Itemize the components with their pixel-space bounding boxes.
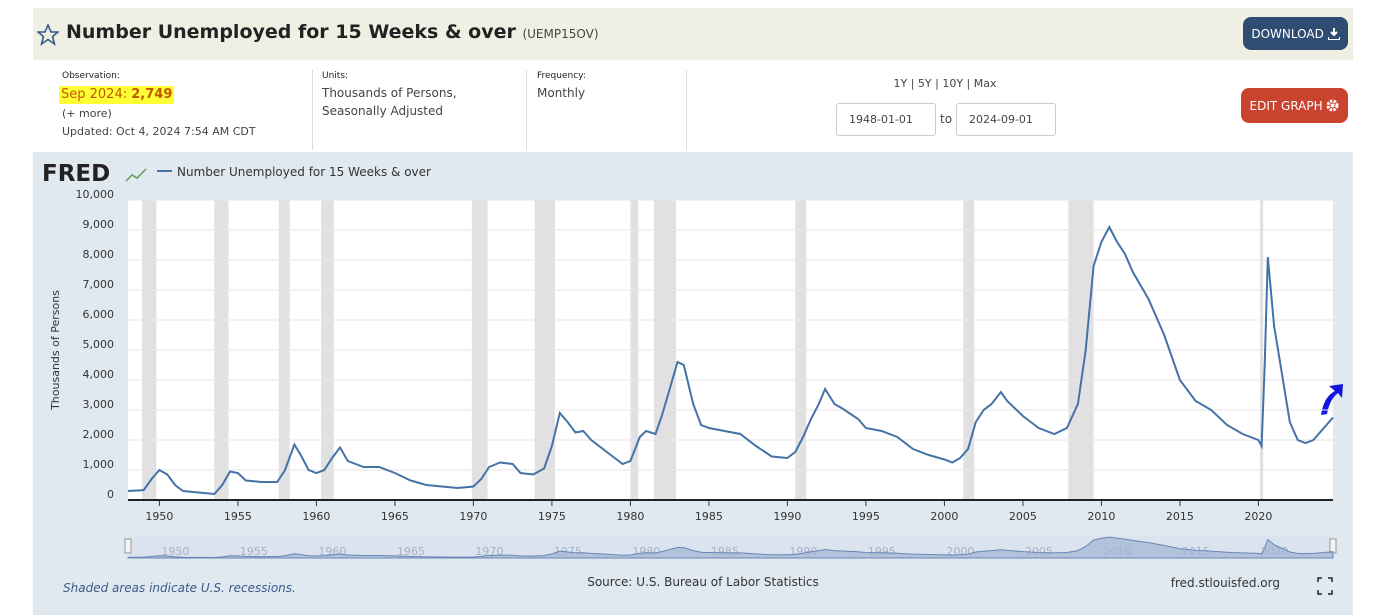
y-tick-label: 2,000 (83, 428, 115, 441)
to-label: to (940, 112, 953, 126)
x-tick-label: 2000 (930, 510, 958, 523)
recession-note: Shaded areas indicate U.S. recessions. (63, 581, 296, 595)
more-link[interactable]: (+ more) (62, 107, 112, 120)
units-label: Units: (322, 71, 349, 81)
divider (312, 70, 313, 150)
download-text: DOWNLOAD (1251, 26, 1324, 41)
drawn-arrow (1321, 384, 1343, 415)
divider (526, 70, 527, 150)
frequency: Monthly (537, 86, 586, 100)
y-tick-label: 7,000 (83, 278, 115, 291)
x-tick-label: 2005 (1009, 510, 1037, 523)
y-tick-label: 10,000 (76, 188, 115, 201)
range-links[interactable]: 1Y | 5Y | 10Y | Max (893, 77, 997, 90)
x-tick-label: 1990 (773, 510, 801, 523)
y-tick-label: 8,000 (83, 248, 115, 261)
y-tick-label: 4,000 (83, 368, 115, 381)
x-tick-label: 1975 (538, 510, 566, 523)
navigator-label: 1965 (397, 545, 425, 558)
observation: Sep 2024: 2,749 (59, 86, 175, 104)
observation-date: Sep 2024: (61, 87, 128, 102)
download-icon (1327, 27, 1340, 40)
y-axis-label: Thousands of Persons (49, 290, 62, 411)
units-line: Thousands of Persons, (322, 86, 457, 100)
edit-graph-button[interactable]: EDIT GRAPH (1241, 88, 1348, 123)
observation-label: Observation: (62, 71, 120, 81)
end-date[interactable]: 2024-09-01 (956, 103, 1056, 136)
x-tick-label: 1955 (224, 510, 252, 523)
site: fred.stlouisfed.org (1171, 576, 1280, 590)
gear-icon (1326, 99, 1339, 112)
series-id: (UEMP15OV) (522, 27, 599, 41)
x-tick-label: 1985 (695, 510, 723, 523)
legend-label: Number Unemployed for 15 Weeks & over (177, 165, 431, 179)
navigator-area (127, 536, 1334, 559)
x-tick-label: 2015 (1166, 510, 1194, 523)
y-tick-label: 9,000 (83, 218, 115, 231)
fred-logo: FRED (42, 161, 110, 187)
series-title: Number Unemployed for 15 Weeks & over (U… (66, 21, 599, 43)
y-tick-label: 3,000 (83, 398, 115, 411)
logo-icon (125, 168, 147, 182)
source: Source: U.S. Bureau of Labor Statistics (587, 575, 819, 589)
title-text: Number Unemployed for 15 Weeks & over (66, 21, 516, 43)
x-tick-label: 1995 (852, 510, 880, 523)
units: Thousands of Persons, Seasonally Adjusted (322, 84, 457, 120)
navigator-label: 1950 (161, 545, 189, 558)
y-tick-label: 5,000 (83, 338, 115, 351)
fullscreen-icon[interactable] (1317, 577, 1333, 595)
x-tick-label: 1980 (616, 510, 644, 523)
units-line: Seasonally Adjusted (322, 104, 444, 118)
navigator-label: 1955 (240, 545, 268, 558)
x-tick-label: 1965 (381, 510, 409, 523)
navigator-handle[interactable] (1329, 538, 1337, 554)
divider (686, 70, 687, 150)
favorite-star[interactable] (37, 24, 59, 46)
frequency-label: Frequency: (537, 71, 586, 81)
start-date[interactable]: 1948-01-01 (836, 103, 936, 136)
y-tick-label: 1,000 (83, 458, 115, 471)
series-line (127, 224, 1334, 496)
x-tick-label: 2020 (1244, 510, 1272, 523)
y-tick-label: 6,000 (83, 308, 115, 321)
x-tick-label: 1950 (145, 510, 173, 523)
observation-value: 2,749 (131, 87, 173, 102)
y-tick-label: 0 (107, 488, 114, 501)
updated: Updated: Oct 4, 2024 7:54 AM CDT (62, 125, 256, 138)
x-tick-label: 2010 (1087, 510, 1115, 523)
edit-text: EDIT GRAPH (1249, 98, 1323, 113)
navigator-handle[interactable] (124, 538, 132, 554)
x-tick-label: 1970 (459, 510, 487, 523)
header-bar (33, 8, 1353, 60)
x-tick-label: 1960 (302, 510, 330, 523)
download-button[interactable]: DOWNLOAD (1243, 17, 1348, 50)
